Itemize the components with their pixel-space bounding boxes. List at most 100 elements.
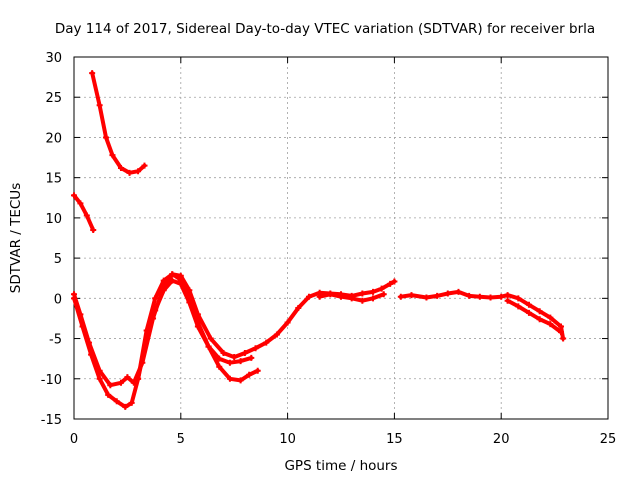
data-point [498, 293, 505, 300]
data-point [295, 304, 302, 311]
data-point [504, 297, 511, 304]
data-point [248, 354, 255, 361]
data-point [205, 343, 212, 350]
y-tick-label: -5 [49, 333, 62, 348]
y-axis-label: SDTVAR / TECUs [8, 183, 24, 293]
data-point [252, 345, 259, 352]
data-point [397, 293, 404, 300]
y-tick-label: -10 [41, 373, 62, 388]
data-point [515, 295, 522, 302]
data-point [263, 339, 270, 346]
y-tick-label: 20 [45, 131, 62, 146]
data-point [107, 382, 114, 389]
data-point [547, 314, 554, 321]
x-tick-label: 0 [70, 432, 78, 447]
data-point [370, 288, 377, 295]
data-point [254, 367, 261, 374]
data-point [103, 134, 110, 141]
data-point [122, 403, 129, 410]
data-point [169, 277, 176, 284]
series-track-a [90, 71, 147, 175]
data-point [444, 290, 451, 297]
series-track-d [72, 272, 260, 409]
data-point [504, 292, 511, 299]
y-tick-label: 10 [45, 212, 62, 227]
data-point [558, 329, 565, 336]
data-point [143, 335, 150, 342]
data-point [231, 354, 238, 361]
data-point [273, 331, 280, 338]
data-point [220, 350, 227, 357]
y-tick-label: 0 [54, 292, 62, 307]
data-point [487, 294, 494, 301]
data-point [105, 391, 112, 398]
data-point [135, 168, 142, 175]
plot-frame [73, 56, 609, 420]
data-point [246, 371, 253, 378]
data-point [128, 399, 135, 406]
data-point [77, 200, 84, 207]
data-point [152, 295, 159, 302]
data-point [126, 169, 133, 176]
data-point [380, 291, 387, 298]
data-point [175, 275, 182, 282]
data-point [466, 292, 473, 299]
axis-ticks: 0 5 10 15 20 25 -15 -10 -5 0 5 10 15 20 25 30 [41, 51, 617, 447]
series-track-c [72, 272, 397, 388]
data-point [109, 152, 116, 159]
series-track-b [72, 193, 96, 232]
data-point [237, 358, 244, 365]
data-point [83, 212, 90, 219]
data-point [525, 301, 532, 308]
data-point [536, 316, 543, 323]
data-point [525, 309, 532, 316]
data-point [241, 350, 248, 357]
data-point [124, 374, 131, 381]
data-point [96, 375, 103, 382]
data-point [348, 295, 355, 302]
data-point [96, 102, 103, 109]
series-track-f [398, 289, 566, 341]
data-point [160, 287, 167, 294]
data-point [71, 295, 77, 302]
data-point [117, 379, 124, 386]
y-tick-label: -15 [41, 413, 62, 428]
y-tick-label: 15 [45, 172, 62, 187]
data-point [327, 291, 334, 298]
data-point [169, 271, 176, 278]
x-tick-label: 20 [493, 432, 510, 447]
x-tick-label: 25 [600, 432, 617, 447]
data-point [141, 162, 148, 169]
data-point [207, 335, 214, 342]
data-point [113, 398, 120, 405]
data-point [476, 293, 483, 300]
data-point [237, 377, 244, 384]
data-point [305, 293, 312, 300]
x-tick-label: 15 [386, 432, 403, 447]
data-point [408, 292, 415, 299]
data-point [135, 375, 142, 382]
grid-lines [74, 57, 608, 419]
data-point [316, 293, 323, 300]
data-point [216, 355, 223, 362]
data-point [560, 335, 567, 342]
x-tick-label: 5 [177, 432, 185, 447]
data-point [338, 293, 344, 300]
y-tick-label: 25 [45, 91, 62, 106]
data-series [71, 70, 567, 410]
data-point [216, 363, 223, 370]
data-point [79, 323, 86, 330]
data-point [455, 288, 462, 295]
data-point [117, 165, 124, 172]
x-tick-label: 10 [279, 432, 296, 447]
data-point [359, 290, 366, 297]
data-point [434, 292, 441, 299]
data-point [186, 299, 193, 306]
data-point [194, 323, 201, 330]
data-point [391, 278, 398, 285]
data-point [90, 226, 97, 233]
data-point [558, 323, 565, 330]
data-point [88, 351, 95, 358]
data-point [226, 375, 233, 382]
